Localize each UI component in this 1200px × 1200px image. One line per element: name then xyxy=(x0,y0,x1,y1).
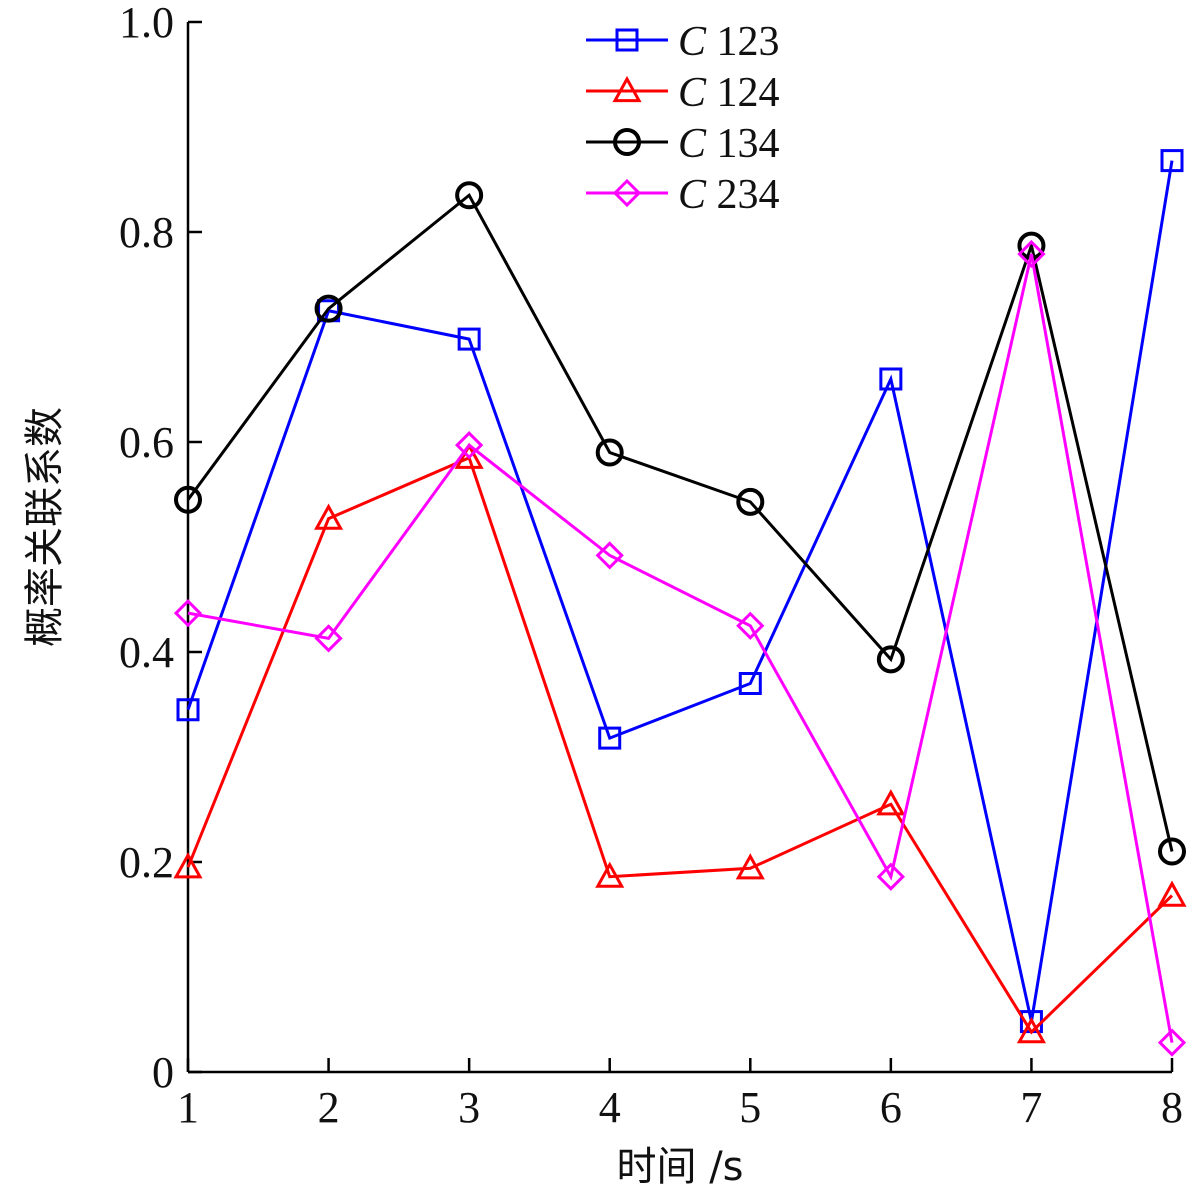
series-c-124 xyxy=(173,442,1187,1044)
data-point-c-234 xyxy=(595,541,624,570)
data-point-c-124 xyxy=(454,442,484,469)
y-tick-label: 0.4 xyxy=(119,628,174,677)
series-group xyxy=(173,149,1187,1057)
data-point-c-134 xyxy=(736,487,765,516)
x-tick-label: 4 xyxy=(599,1083,621,1132)
data-point-c-234 xyxy=(1017,239,1046,269)
legend-label-c-134: C 134 xyxy=(678,121,780,167)
data-point-c-124 xyxy=(735,853,765,880)
legend-item-c-134: C 134 xyxy=(586,121,780,167)
data-point-c-123 xyxy=(598,726,622,750)
series-c-234 xyxy=(173,239,1187,1057)
data-point-c-134 xyxy=(455,181,484,210)
axis-titles: 时间 /s 概率关联系数 xyxy=(22,407,744,1190)
y-tick-label: 1.0 xyxy=(119,0,174,47)
data-point-c-134 xyxy=(876,645,905,674)
legend: C 123 C 124 C 134 C 234 xyxy=(586,19,780,218)
data-point-c-234 xyxy=(736,611,765,640)
x-tick-label: 8 xyxy=(1161,1083,1183,1132)
x-tick-label: 7 xyxy=(1020,1083,1042,1132)
data-point-c-124 xyxy=(1016,1017,1046,1044)
data-point-c-123 xyxy=(879,367,903,391)
data-point-c-124 xyxy=(1157,880,1187,907)
legend-item-c-124: C 124 xyxy=(586,70,780,116)
data-point-c-234 xyxy=(876,862,905,891)
series-c-134 xyxy=(174,181,1186,866)
legend-label-c-234: C 234 xyxy=(678,172,780,218)
legend-item-c-123: C 123 xyxy=(586,19,780,65)
data-point-c-134 xyxy=(314,294,343,323)
data-point-c-124 xyxy=(314,503,344,530)
x-tick-label: 3 xyxy=(458,1083,480,1132)
data-point-c-234 xyxy=(173,599,203,628)
data-point-c-134 xyxy=(174,485,202,514)
data-point-c-134 xyxy=(595,438,624,467)
y-tick-label: 0.8 xyxy=(119,208,174,257)
legend-marker-c-134 xyxy=(613,128,641,156)
legend-marker-c-124 xyxy=(612,75,642,103)
legend-label-c-124: C 124 xyxy=(678,70,780,116)
y-tick-label: 0.2 xyxy=(119,838,174,887)
data-point-c-124 xyxy=(173,852,203,879)
data-point-c-123 xyxy=(738,672,762,695)
data-point-c-124 xyxy=(595,861,625,888)
series-line-c-123 xyxy=(186,160,1174,1022)
data-point-c-123 xyxy=(457,327,481,351)
legend-marker-c-123 xyxy=(615,28,639,52)
axes: 1 2 3 4 5 6 7 8 0 0.2 0.4 0.6 0.8 1.0 xyxy=(119,0,1183,1132)
data-point-c-234 xyxy=(314,624,343,653)
x-tick-label: 1 xyxy=(177,1083,199,1132)
y-tick-label: 0.6 xyxy=(119,418,174,467)
legend-item-c-234: C 234 xyxy=(586,172,780,218)
series-line-c-134 xyxy=(186,192,1174,852)
series-line-c-234 xyxy=(187,253,1174,1043)
data-point-c-234 xyxy=(1157,1028,1187,1057)
x-axis-title: 时间 /s xyxy=(616,1144,743,1190)
x-tick-label: 6 xyxy=(880,1083,902,1132)
data-point-c-234 xyxy=(455,431,484,460)
data-point-c-134 xyxy=(1158,837,1186,866)
x-tick-label: 2 xyxy=(318,1083,340,1132)
legend-label-c-123: C 123 xyxy=(678,19,780,65)
series-line-c-124 xyxy=(186,455,1174,1035)
data-point-c-124 xyxy=(876,789,906,816)
y-axis-title: 概率关联系数 xyxy=(22,407,68,647)
data-point-c-123 xyxy=(1160,149,1184,173)
x-tick-label: 5 xyxy=(739,1083,761,1132)
y-tick-label: 0 xyxy=(152,1048,174,1097)
data-point-c-123 xyxy=(176,698,200,722)
legend-marker-c-234 xyxy=(612,178,642,208)
